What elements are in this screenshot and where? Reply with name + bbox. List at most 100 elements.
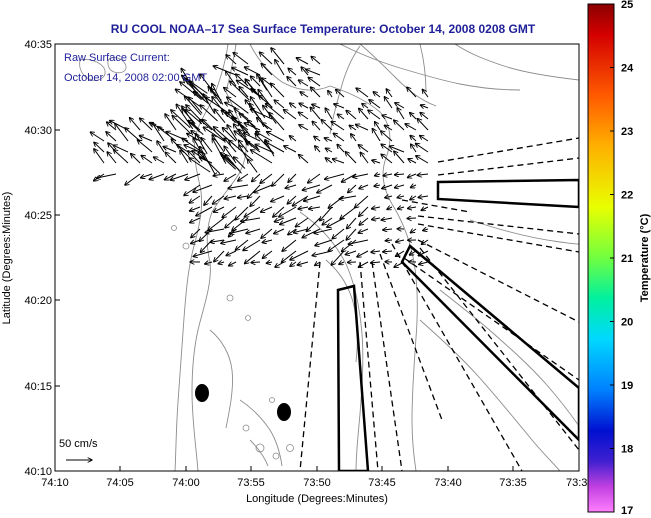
exclusion-zones bbox=[336, 178, 579, 471]
current-vector bbox=[190, 217, 201, 223]
current-vector bbox=[372, 160, 381, 163]
current-vector bbox=[385, 196, 393, 198]
current-vector bbox=[386, 89, 393, 98]
current-vector bbox=[395, 103, 405, 109]
current-vector bbox=[306, 217, 321, 232]
current-vector bbox=[382, 115, 393, 120]
current-vector bbox=[418, 196, 429, 198]
colorbar-label: Temperature (°C) bbox=[639, 213, 651, 302]
current-vector bbox=[202, 119, 226, 142]
current-vector bbox=[336, 89, 345, 98]
current-vector bbox=[288, 68, 297, 76]
current-vector bbox=[394, 174, 405, 175]
y-tick-labels: 40:35 40:30 40:25 40:20 40:15 40:10 bbox=[24, 39, 52, 478]
current-vector bbox=[94, 149, 105, 164]
buoy-marker-east bbox=[277, 403, 291, 421]
current-vector bbox=[381, 218, 393, 220]
current-vector bbox=[254, 184, 273, 193]
current-vector bbox=[312, 104, 321, 109]
current-vector bbox=[171, 110, 191, 129]
current-vector bbox=[381, 144, 393, 153]
current-vector bbox=[186, 110, 203, 125]
current-vector bbox=[325, 148, 333, 152]
current-vector bbox=[397, 207, 405, 209]
current-vector bbox=[224, 196, 237, 199]
current-vector bbox=[303, 195, 321, 201]
current-vector bbox=[204, 195, 213, 205]
current-vector bbox=[250, 195, 261, 206]
current-vector bbox=[314, 228, 333, 233]
current-vector bbox=[298, 155, 309, 164]
colorbar-tick: 25 bbox=[621, 0, 633, 11]
current-vector bbox=[331, 250, 345, 265]
current-vector bbox=[340, 206, 357, 219]
current-vector bbox=[180, 150, 189, 164]
current-vector bbox=[234, 157, 246, 169]
current-note-line2: October 14, 2008 02:00 GMT bbox=[64, 72, 207, 84]
current-vector bbox=[359, 108, 369, 120]
current-vector bbox=[235, 206, 249, 220]
current-vector bbox=[260, 206, 273, 212]
current-vector bbox=[355, 124, 369, 131]
current-vector bbox=[234, 124, 250, 146]
current-vector bbox=[266, 262, 273, 263]
current-vector bbox=[397, 108, 405, 120]
current-vector bbox=[259, 52, 273, 65]
coastline-contour bbox=[174, 44, 229, 471]
current-vector bbox=[244, 250, 261, 264]
current-vector bbox=[339, 195, 357, 199]
colorbar-tick: 21 bbox=[621, 253, 633, 265]
current-vector bbox=[214, 109, 226, 124]
current-vector bbox=[321, 120, 333, 131]
current-vector bbox=[223, 158, 237, 170]
zone-south bbox=[336, 284, 370, 471]
y-tick-label: 40:25 bbox=[24, 210, 52, 222]
current-vector bbox=[410, 229, 417, 233]
current-vector bbox=[346, 110, 357, 120]
figure-title: RU COOL NOAA–17 Sea Surface Temperature:… bbox=[111, 22, 536, 36]
current-vector bbox=[107, 152, 117, 164]
current-vector bbox=[290, 250, 309, 260]
current-vector bbox=[113, 145, 129, 153]
current-vector bbox=[208, 217, 225, 231]
current-vector bbox=[382, 184, 393, 189]
current-vector bbox=[214, 250, 225, 262]
current-vector bbox=[312, 250, 333, 256]
current-vector bbox=[359, 217, 369, 225]
current-vector bbox=[244, 206, 261, 217]
current-vector bbox=[422, 89, 429, 98]
current-vector bbox=[113, 150, 129, 164]
current-vector bbox=[328, 91, 333, 98]
current-vector bbox=[182, 109, 196, 125]
current-vector bbox=[203, 94, 215, 114]
current-vector bbox=[383, 174, 393, 176]
current-vector bbox=[222, 128, 237, 142]
current-vector bbox=[243, 239, 261, 251]
current-vector bbox=[125, 128, 141, 142]
current-vector bbox=[270, 83, 285, 98]
current-vector bbox=[193, 250, 213, 257]
current-vector bbox=[359, 184, 369, 189]
current-vector bbox=[165, 152, 177, 164]
current-vector bbox=[131, 154, 141, 164]
current-vector bbox=[302, 184, 321, 190]
current-vector bbox=[272, 173, 285, 186]
shoal-contours bbox=[79, 57, 294, 460]
scale-label: 50 cm/s bbox=[59, 438, 98, 450]
current-vector bbox=[189, 206, 201, 211]
y-axis-label: Latitude (Degrees:Minutes) bbox=[1, 192, 13, 325]
current-vector bbox=[271, 195, 285, 202]
current-vector bbox=[397, 196, 405, 198]
current-vector bbox=[224, 173, 237, 181]
colorbar-tick: 22 bbox=[621, 190, 633, 202]
current-vector bbox=[236, 80, 263, 99]
current-vector bbox=[421, 239, 429, 244]
current-vector bbox=[226, 250, 237, 256]
current-vector bbox=[351, 134, 357, 142]
colorbar-tick: 18 bbox=[621, 444, 633, 456]
surface-current-vectors bbox=[90, 48, 429, 267]
current-vector bbox=[371, 207, 381, 209]
current-vector bbox=[328, 239, 345, 251]
x-tick-label: 73:3 bbox=[566, 477, 587, 489]
current-vector bbox=[213, 174, 225, 176]
